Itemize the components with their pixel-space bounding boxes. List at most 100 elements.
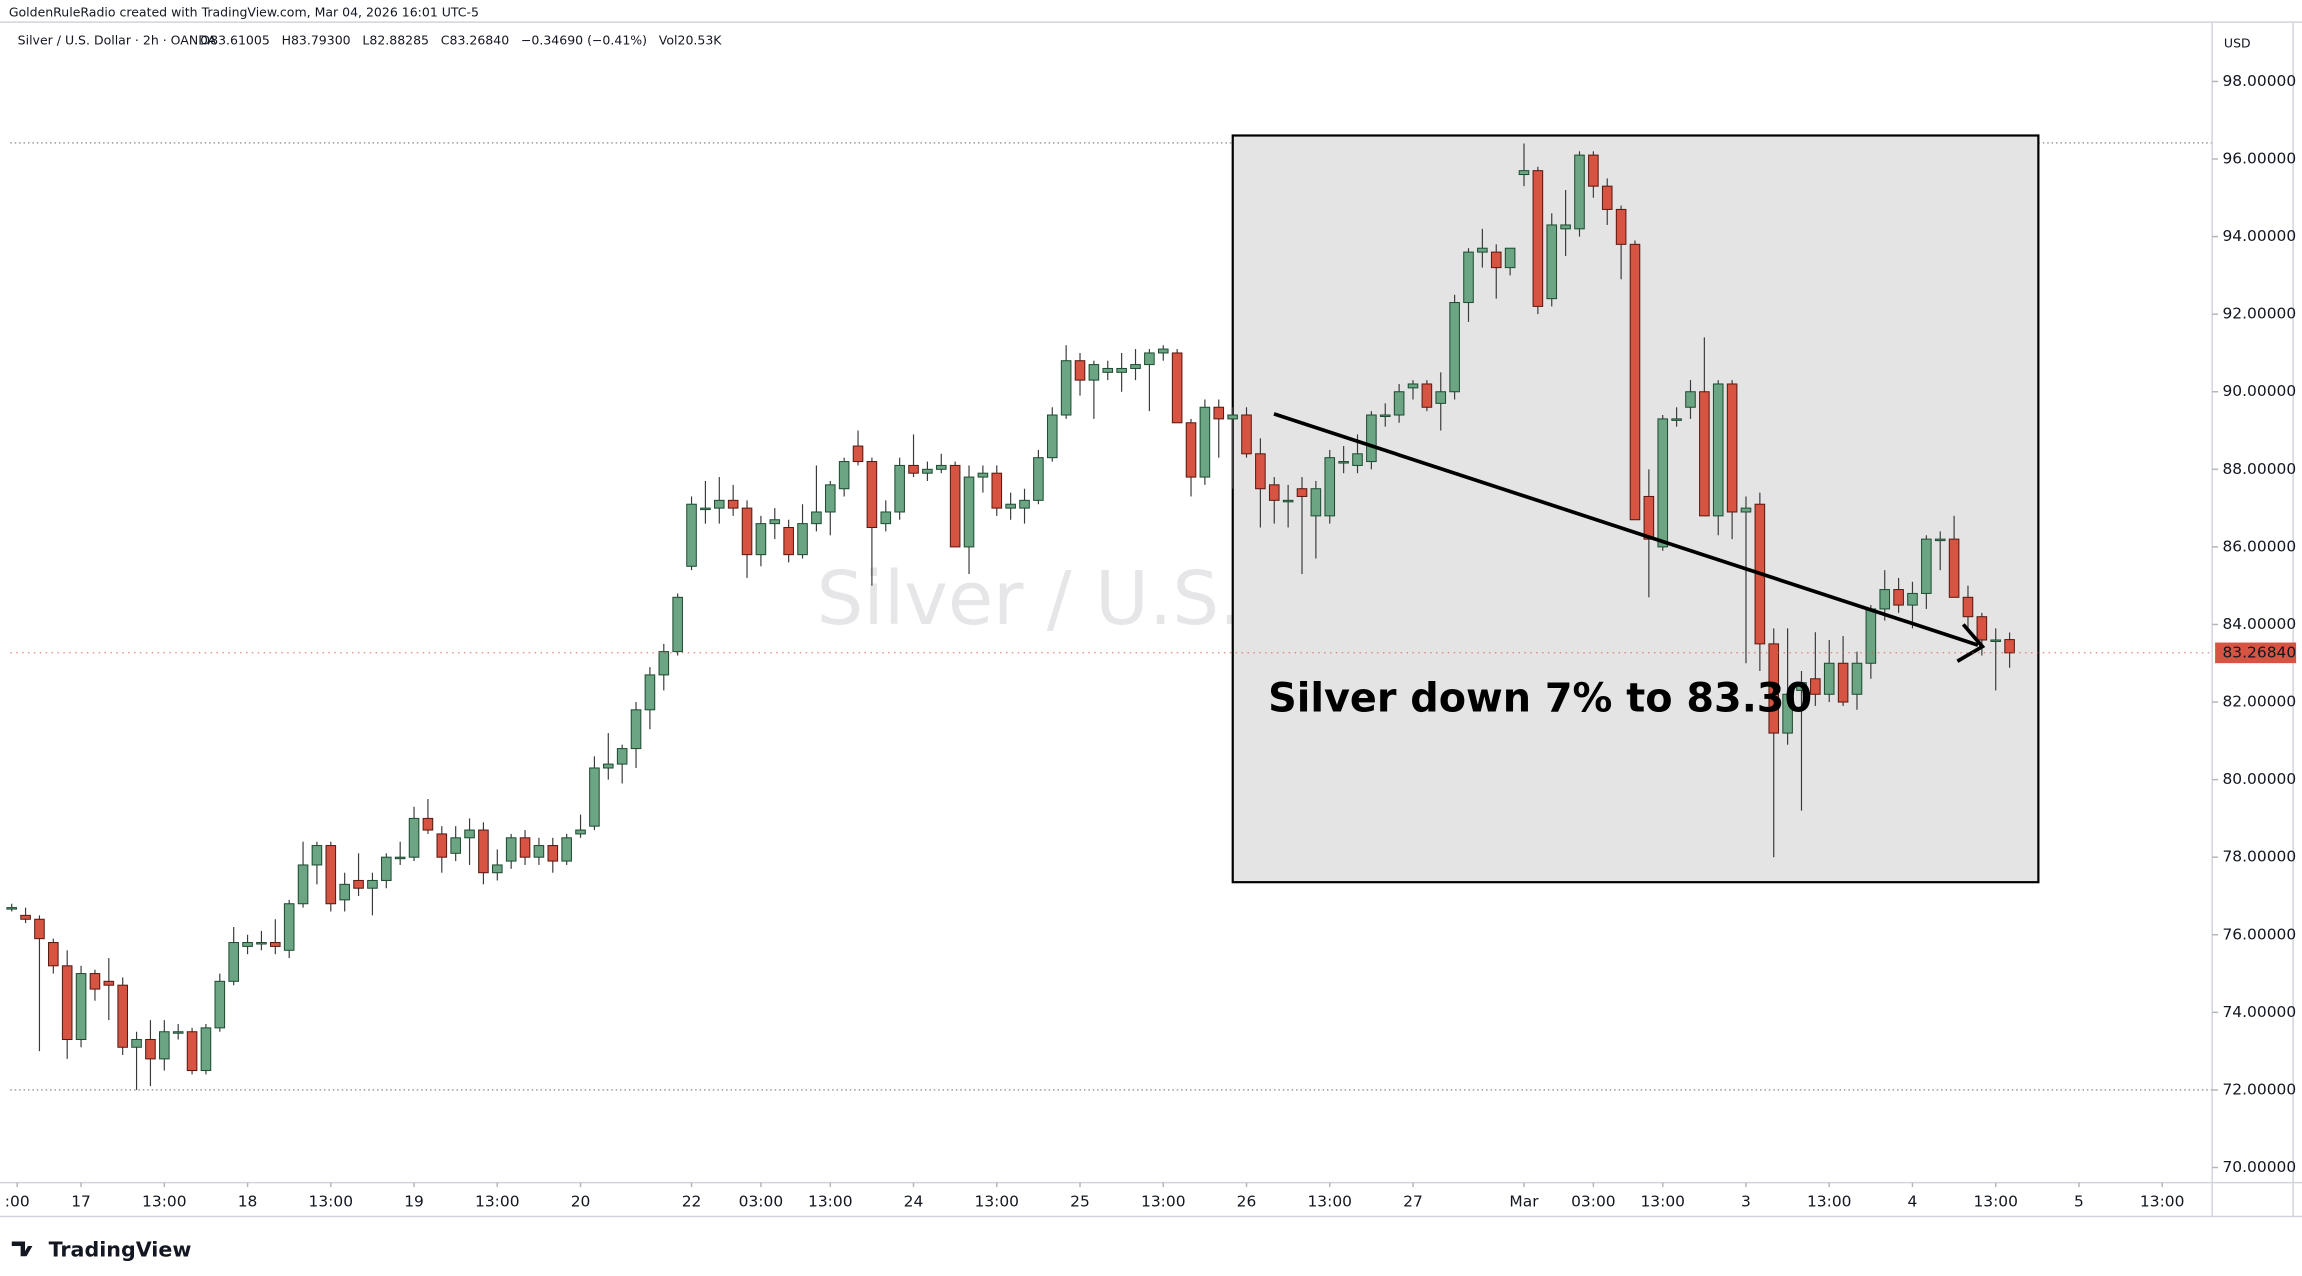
- candle: [6, 903, 17, 912]
- candle: [1699, 337, 1710, 517]
- candle-body: [1255, 453, 1266, 490]
- candle-body: [963, 476, 975, 548]
- x-tick-label: 25: [1070, 1192, 1090, 1210]
- candle: [283, 899, 295, 959]
- candle: [1796, 671, 1807, 811]
- candle-body: [242, 942, 253, 947]
- candle: [270, 919, 281, 955]
- candle: [325, 841, 337, 912]
- candle-body: [145, 1038, 156, 1060]
- candle: [589, 756, 600, 831]
- candle: [1005, 492, 1016, 520]
- y-tick-label: 94.00000: [2222, 227, 2296, 245]
- candle: [505, 833, 517, 869]
- candle: [1171, 349, 1183, 424]
- candle-body: [686, 503, 697, 567]
- candle: [89, 969, 101, 1001]
- candle-body: [256, 942, 267, 945]
- candle: [1740, 496, 1752, 664]
- candle: [214, 973, 226, 1032]
- candle-body: [1865, 608, 1877, 664]
- candle: [1046, 407, 1058, 462]
- candle: [1990, 628, 2002, 691]
- candle-body: [1407, 383, 1419, 389]
- candle-body: [824, 484, 836, 513]
- candle-body: [297, 864, 309, 905]
- candle: [1823, 639, 1835, 703]
- candle-body: [1393, 391, 1405, 416]
- candle: [1601, 178, 1613, 225]
- candle: [491, 849, 503, 881]
- candle: [1546, 213, 1558, 307]
- candle-body: [630, 709, 642, 750]
- y-tick-label: 92.00000: [2222, 305, 2296, 323]
- x-tick-label: 17: [71, 1192, 91, 1210]
- candle-body: [1671, 418, 1682, 421]
- candle: [519, 830, 531, 865]
- x-tick-label: 18: [238, 1192, 258, 1210]
- header-value: Vol20.53K: [659, 33, 722, 48]
- candle-body: [1504, 247, 1516, 269]
- candle-body: [783, 526, 794, 556]
- candle-body: [1740, 507, 1752, 513]
- candle-body: [159, 1031, 170, 1060]
- candle: [616, 744, 628, 784]
- candle-body: [478, 829, 489, 874]
- candle-body: [894, 464, 905, 513]
- candle-body: [228, 942, 239, 982]
- candle-body: [1726, 383, 1738, 513]
- candle-body: [186, 1031, 198, 1072]
- y-tick-label: 82.00000: [2222, 693, 2296, 711]
- candle: [880, 500, 892, 532]
- candle-body: [1088, 364, 1100, 381]
- candle-body: [1962, 596, 1974, 618]
- candle-body: [1449, 302, 1460, 393]
- y-tick-label: 90.00000: [2222, 382, 2296, 400]
- candle: [242, 934, 253, 955]
- candle: [367, 872, 378, 916]
- candle: [117, 977, 128, 1056]
- candle-body: [1005, 503, 1016, 509]
- candle-body: [1241, 414, 1252, 455]
- candle-body: [1643, 495, 1655, 540]
- candle-body: [1074, 360, 1086, 381]
- candle-body: [103, 980, 115, 986]
- candle: [1726, 380, 1738, 540]
- candle: [1574, 151, 1585, 237]
- candle: [949, 461, 961, 548]
- candle: [769, 508, 781, 540]
- x-tick-label: :00: [5, 1192, 30, 1210]
- candle-body: [1990, 639, 2002, 642]
- candle: [700, 480, 711, 524]
- candle: [1962, 585, 1974, 629]
- candle-body: [838, 461, 850, 490]
- candle: [1338, 446, 1349, 474]
- candle: [1948, 515, 1960, 598]
- candle-body: [200, 1027, 212, 1072]
- candle: [547, 837, 559, 873]
- candle-body: [1879, 589, 1891, 610]
- candle-body: [6, 907, 17, 910]
- candle-body: [367, 879, 378, 889]
- candle-body: [991, 472, 1003, 509]
- candle: [1227, 407, 1238, 489]
- candle: [602, 733, 614, 780]
- candle-body: [20, 914, 31, 920]
- candle: [1185, 418, 1197, 497]
- logo-text: TradingView: [49, 1237, 192, 1261]
- candle: [1213, 399, 1225, 458]
- candle-body: [1324, 457, 1336, 517]
- x-tick-label: 13:00: [808, 1192, 853, 1210]
- y-tick-label: 96.00000: [2222, 150, 2296, 168]
- x-tick-label: 26: [1237, 1192, 1257, 1210]
- candle-body: [1019, 499, 1030, 509]
- candle: [1116, 352, 1127, 392]
- candle-body: [464, 829, 475, 839]
- candle-body: [325, 845, 337, 905]
- candle-body: [2004, 639, 2015, 654]
- candle-body: [353, 879, 364, 889]
- candle-body: [1615, 208, 1627, 245]
- candle-body: [1851, 662, 1863, 695]
- candle: [1907, 581, 1918, 629]
- x-tick-label: 13:00: [2140, 1192, 2185, 1210]
